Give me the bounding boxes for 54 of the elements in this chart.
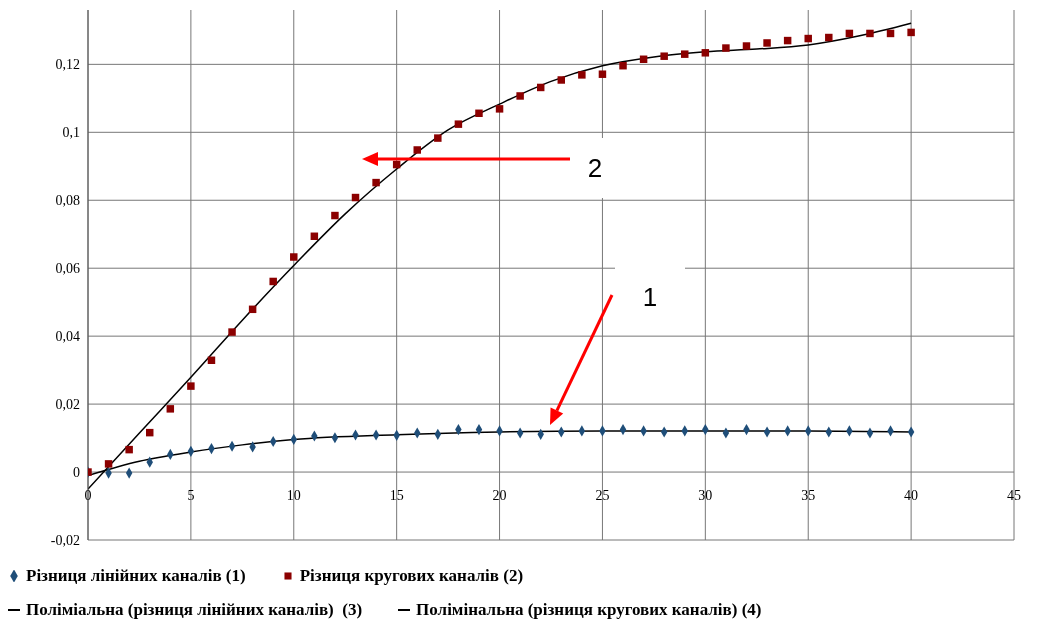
point <box>104 460 113 468</box>
point <box>269 277 277 286</box>
point <box>825 33 833 42</box>
x-tick-label: 45 <box>1007 487 1021 503</box>
y-tick-label: 0,1 <box>62 125 80 141</box>
point <box>578 71 586 79</box>
point <box>660 52 668 60</box>
annotation: 2 <box>587 153 603 183</box>
point <box>475 109 483 118</box>
point <box>331 211 339 220</box>
point <box>372 178 380 187</box>
point <box>907 28 915 37</box>
x-tick-label: 0 <box>84 487 92 503</box>
line-series <box>88 22 912 490</box>
annotation: 1 <box>642 282 658 312</box>
point <box>681 50 689 58</box>
x-tick-label: 40 <box>904 487 919 503</box>
y-tick-label: 0,12 <box>55 57 80 73</box>
point <box>701 49 710 57</box>
x-tick-label: 15 <box>389 487 404 503</box>
x-tick-label: 5 <box>187 487 195 503</box>
point <box>557 76 566 84</box>
point <box>742 42 751 50</box>
point <box>495 105 504 113</box>
point <box>125 445 133 454</box>
point <box>516 92 524 100</box>
point <box>804 34 812 43</box>
point <box>454 120 463 128</box>
legend-label: Поліміальна (різниця лінійних каналів) (3) <box>25 600 363 620</box>
point <box>413 146 421 154</box>
y-tick-label: 0,08 <box>55 193 80 209</box>
point <box>434 134 442 142</box>
x-tick-label: 10 <box>286 487 301 503</box>
x-tick-label: 20 <box>492 487 507 503</box>
legend-label: Різниця кругових каналів (2) <box>298 566 524 586</box>
point <box>866 29 874 38</box>
point <box>722 44 730 52</box>
point <box>763 39 771 47</box>
legend-label: Полімінальна (різниця кругових каналів) (4) <box>415 600 762 620</box>
point <box>598 70 607 78</box>
y-tick-label: 0,04 <box>55 329 80 345</box>
y-tick-label: 0,06 <box>55 261 80 277</box>
point <box>290 253 298 261</box>
x-tick-label: 30 <box>698 487 713 503</box>
x-tick-label: 35 <box>801 487 816 503</box>
point <box>619 61 627 70</box>
x-tick-label: 25 <box>595 487 610 503</box>
y-tick-label: 0,02 <box>55 397 80 413</box>
point <box>228 328 236 336</box>
point <box>166 405 175 413</box>
legend-label: Різниця лінійних каналів (1) <box>25 566 246 586</box>
y-tick-label: -0,02 <box>50 532 80 548</box>
y-tick-label: 0 <box>73 465 80 481</box>
point <box>187 382 195 390</box>
